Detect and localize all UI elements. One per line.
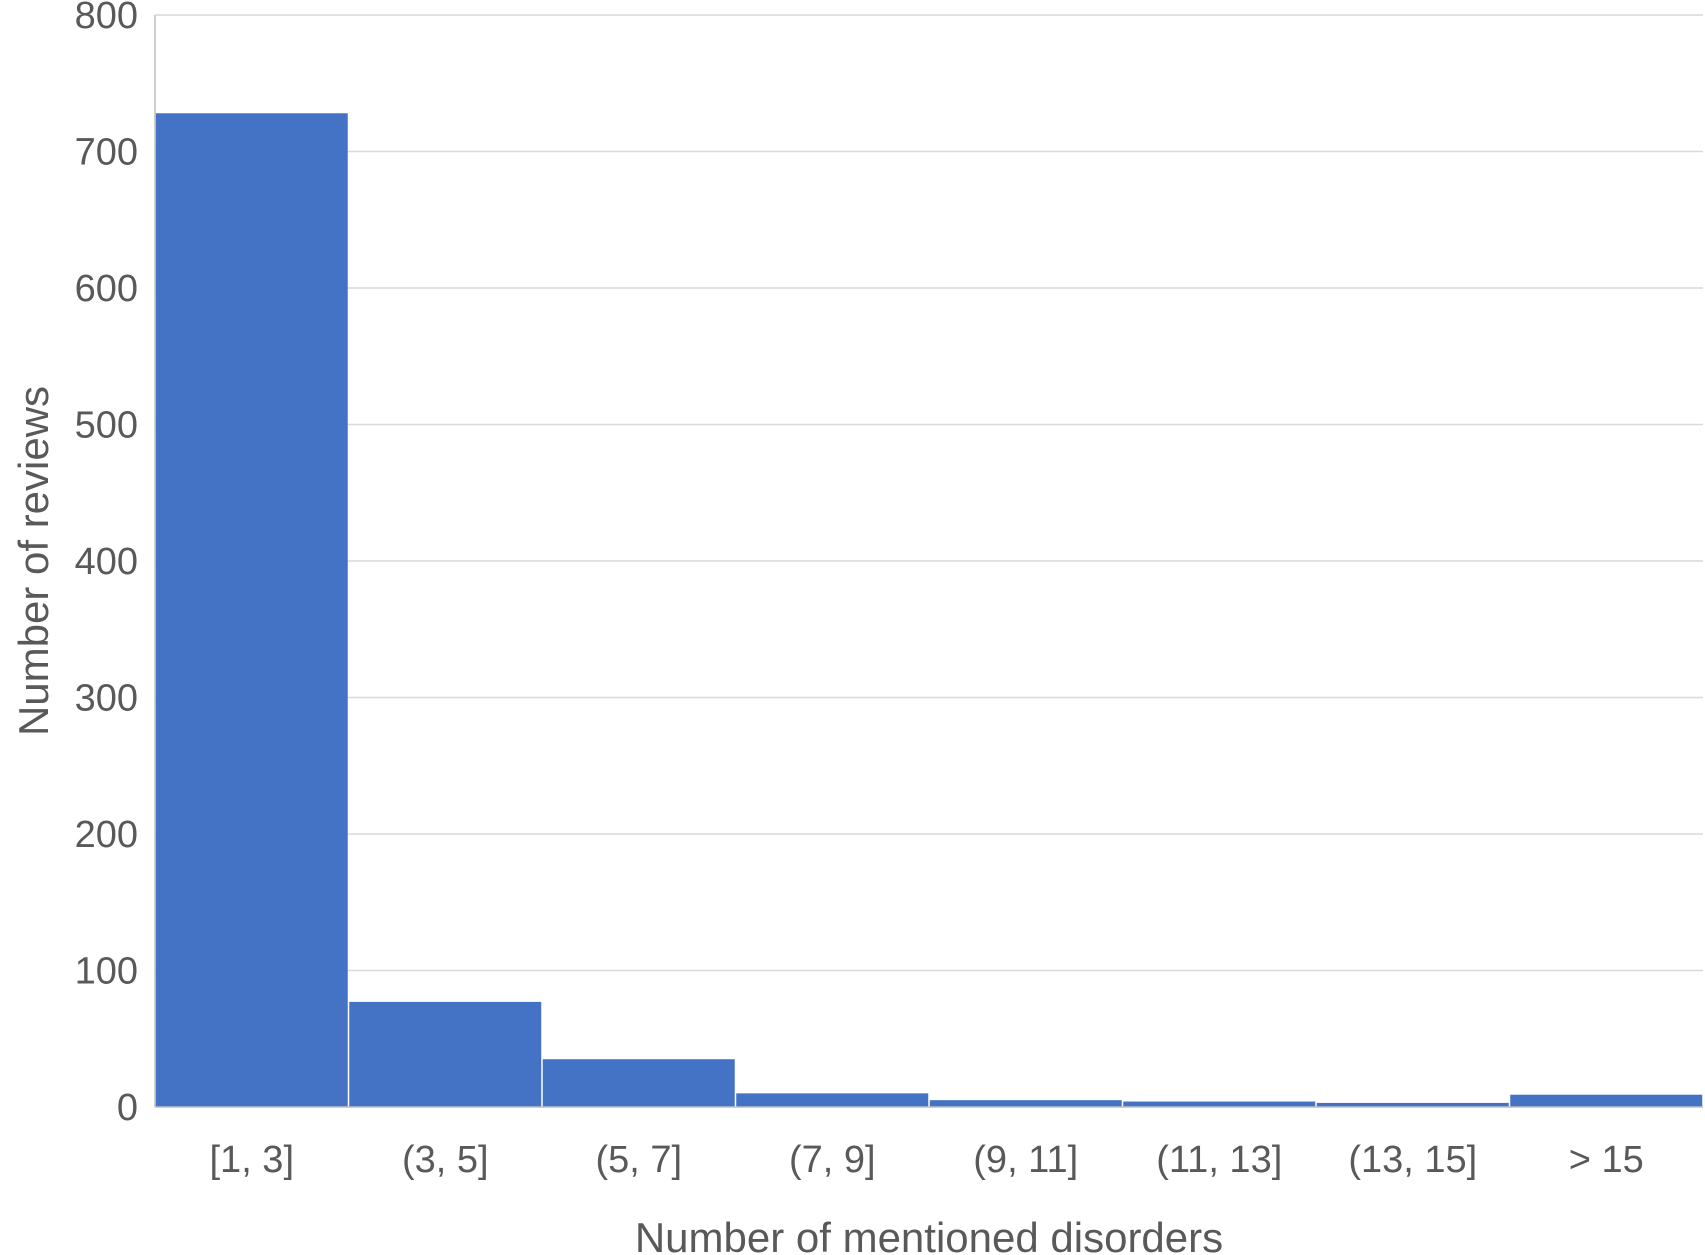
x-tick-label: (11, 13] xyxy=(1156,1139,1282,1181)
y-tick-label: 200 xyxy=(75,814,138,856)
y-tick-label: 800 xyxy=(75,0,138,37)
bar-6 xyxy=(1316,1102,1509,1107)
x-tick-label: > 15 xyxy=(1569,1139,1644,1181)
bar-7 xyxy=(1510,1094,1703,1107)
x-tick-labels: [1, 3] (3, 5] (5, 7] (7, 9] (9, 11] (11, 13] (… xyxy=(210,1139,1644,1181)
bar-5 xyxy=(1123,1101,1316,1107)
gridlines xyxy=(155,14,1703,972)
x-axis-title: Number of mentioned disorders xyxy=(635,1214,1223,1255)
x-tick-label: [1, 3] xyxy=(210,1139,295,1181)
y-tick-label: 300 xyxy=(75,678,138,720)
bar-3 xyxy=(736,1093,929,1107)
y-tick-label: 100 xyxy=(75,951,138,993)
bars xyxy=(155,113,1703,1107)
bar-1 xyxy=(349,1001,542,1107)
bar-4 xyxy=(929,1100,1122,1107)
x-tick-label: (3, 5] xyxy=(402,1139,489,1181)
y-tick-label: 500 xyxy=(75,405,138,447)
y-tick-labels: 0 100 200 300 400 500 600 700 800 xyxy=(75,0,138,1129)
bar-2 xyxy=(542,1059,735,1107)
bar-0 xyxy=(155,113,348,1107)
x-tick-label: (13, 15] xyxy=(1348,1139,1477,1181)
y-tick-label: 400 xyxy=(75,541,138,583)
x-tick-label: (7, 9] xyxy=(789,1139,876,1181)
x-tick-label: (9, 11] xyxy=(973,1139,1078,1181)
axes xyxy=(154,15,1703,1108)
y-tick-label: 0 xyxy=(117,1087,138,1129)
y-tick-label: 700 xyxy=(75,132,138,174)
x-tick-label: (5, 7] xyxy=(595,1139,682,1181)
y-tick-label: 600 xyxy=(75,268,138,310)
y-axis-title: Number of reviews xyxy=(10,386,57,736)
